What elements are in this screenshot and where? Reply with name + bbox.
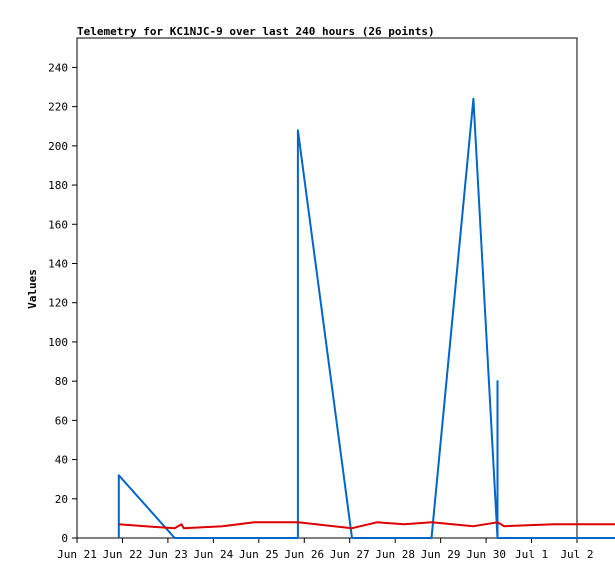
y-tick-label: 160 xyxy=(48,218,68,231)
y-axis-label: Values xyxy=(26,269,39,309)
y-tick-label: 200 xyxy=(48,140,68,153)
y-tick-label: 0 xyxy=(61,532,68,545)
series-line-2 xyxy=(118,521,615,530)
x-tick-label: Jun 30 xyxy=(466,548,506,561)
x-tick-label: Jun 27 xyxy=(330,548,370,561)
y-tick-label: 180 xyxy=(48,179,68,192)
x-tick-label: Jun 28 xyxy=(375,548,415,561)
plot-area-frame xyxy=(76,37,578,539)
x-axis: Jun 21 Jun 22 Jun 23 Jun 24 Jun 25 Jun 26 Jun … xyxy=(57,538,594,561)
x-tick-label: Jun 25 xyxy=(239,548,279,561)
y-tick-label: 120 xyxy=(48,297,68,310)
y-tick-label: 60 xyxy=(55,414,68,427)
y-tick-label: 20 xyxy=(55,493,68,506)
y-tick-label: 80 xyxy=(55,375,68,388)
x-tick-label: Jul 1 xyxy=(515,548,548,561)
y-tick-label: 40 xyxy=(55,454,68,467)
y-tick-label: 100 xyxy=(48,336,68,349)
x-tick-label: Jun 22 xyxy=(103,548,143,561)
y-axis: 0 20 40 60 80 100 120 140 160 180 200 220 240 xyxy=(48,61,77,545)
y-tick-label: 220 xyxy=(48,101,68,114)
x-tick-label: Jun 24 xyxy=(193,548,233,561)
series-layer xyxy=(117,97,615,539)
y-tick-label: 240 xyxy=(48,61,68,74)
x-tick-label: Jun 23 xyxy=(148,548,188,561)
x-tick-label: Jun 29 xyxy=(421,548,461,561)
x-tick-label: Jun 21 xyxy=(57,548,97,561)
series-line-1 xyxy=(117,97,615,539)
chart-title: Telemetry for KC1NJC-9 over last 240 hou… xyxy=(77,25,435,38)
x-tick-label: Jul 2 xyxy=(560,548,593,561)
y-tick-label: 140 xyxy=(48,257,68,270)
x-tick-label: Jun 26 xyxy=(284,548,324,561)
